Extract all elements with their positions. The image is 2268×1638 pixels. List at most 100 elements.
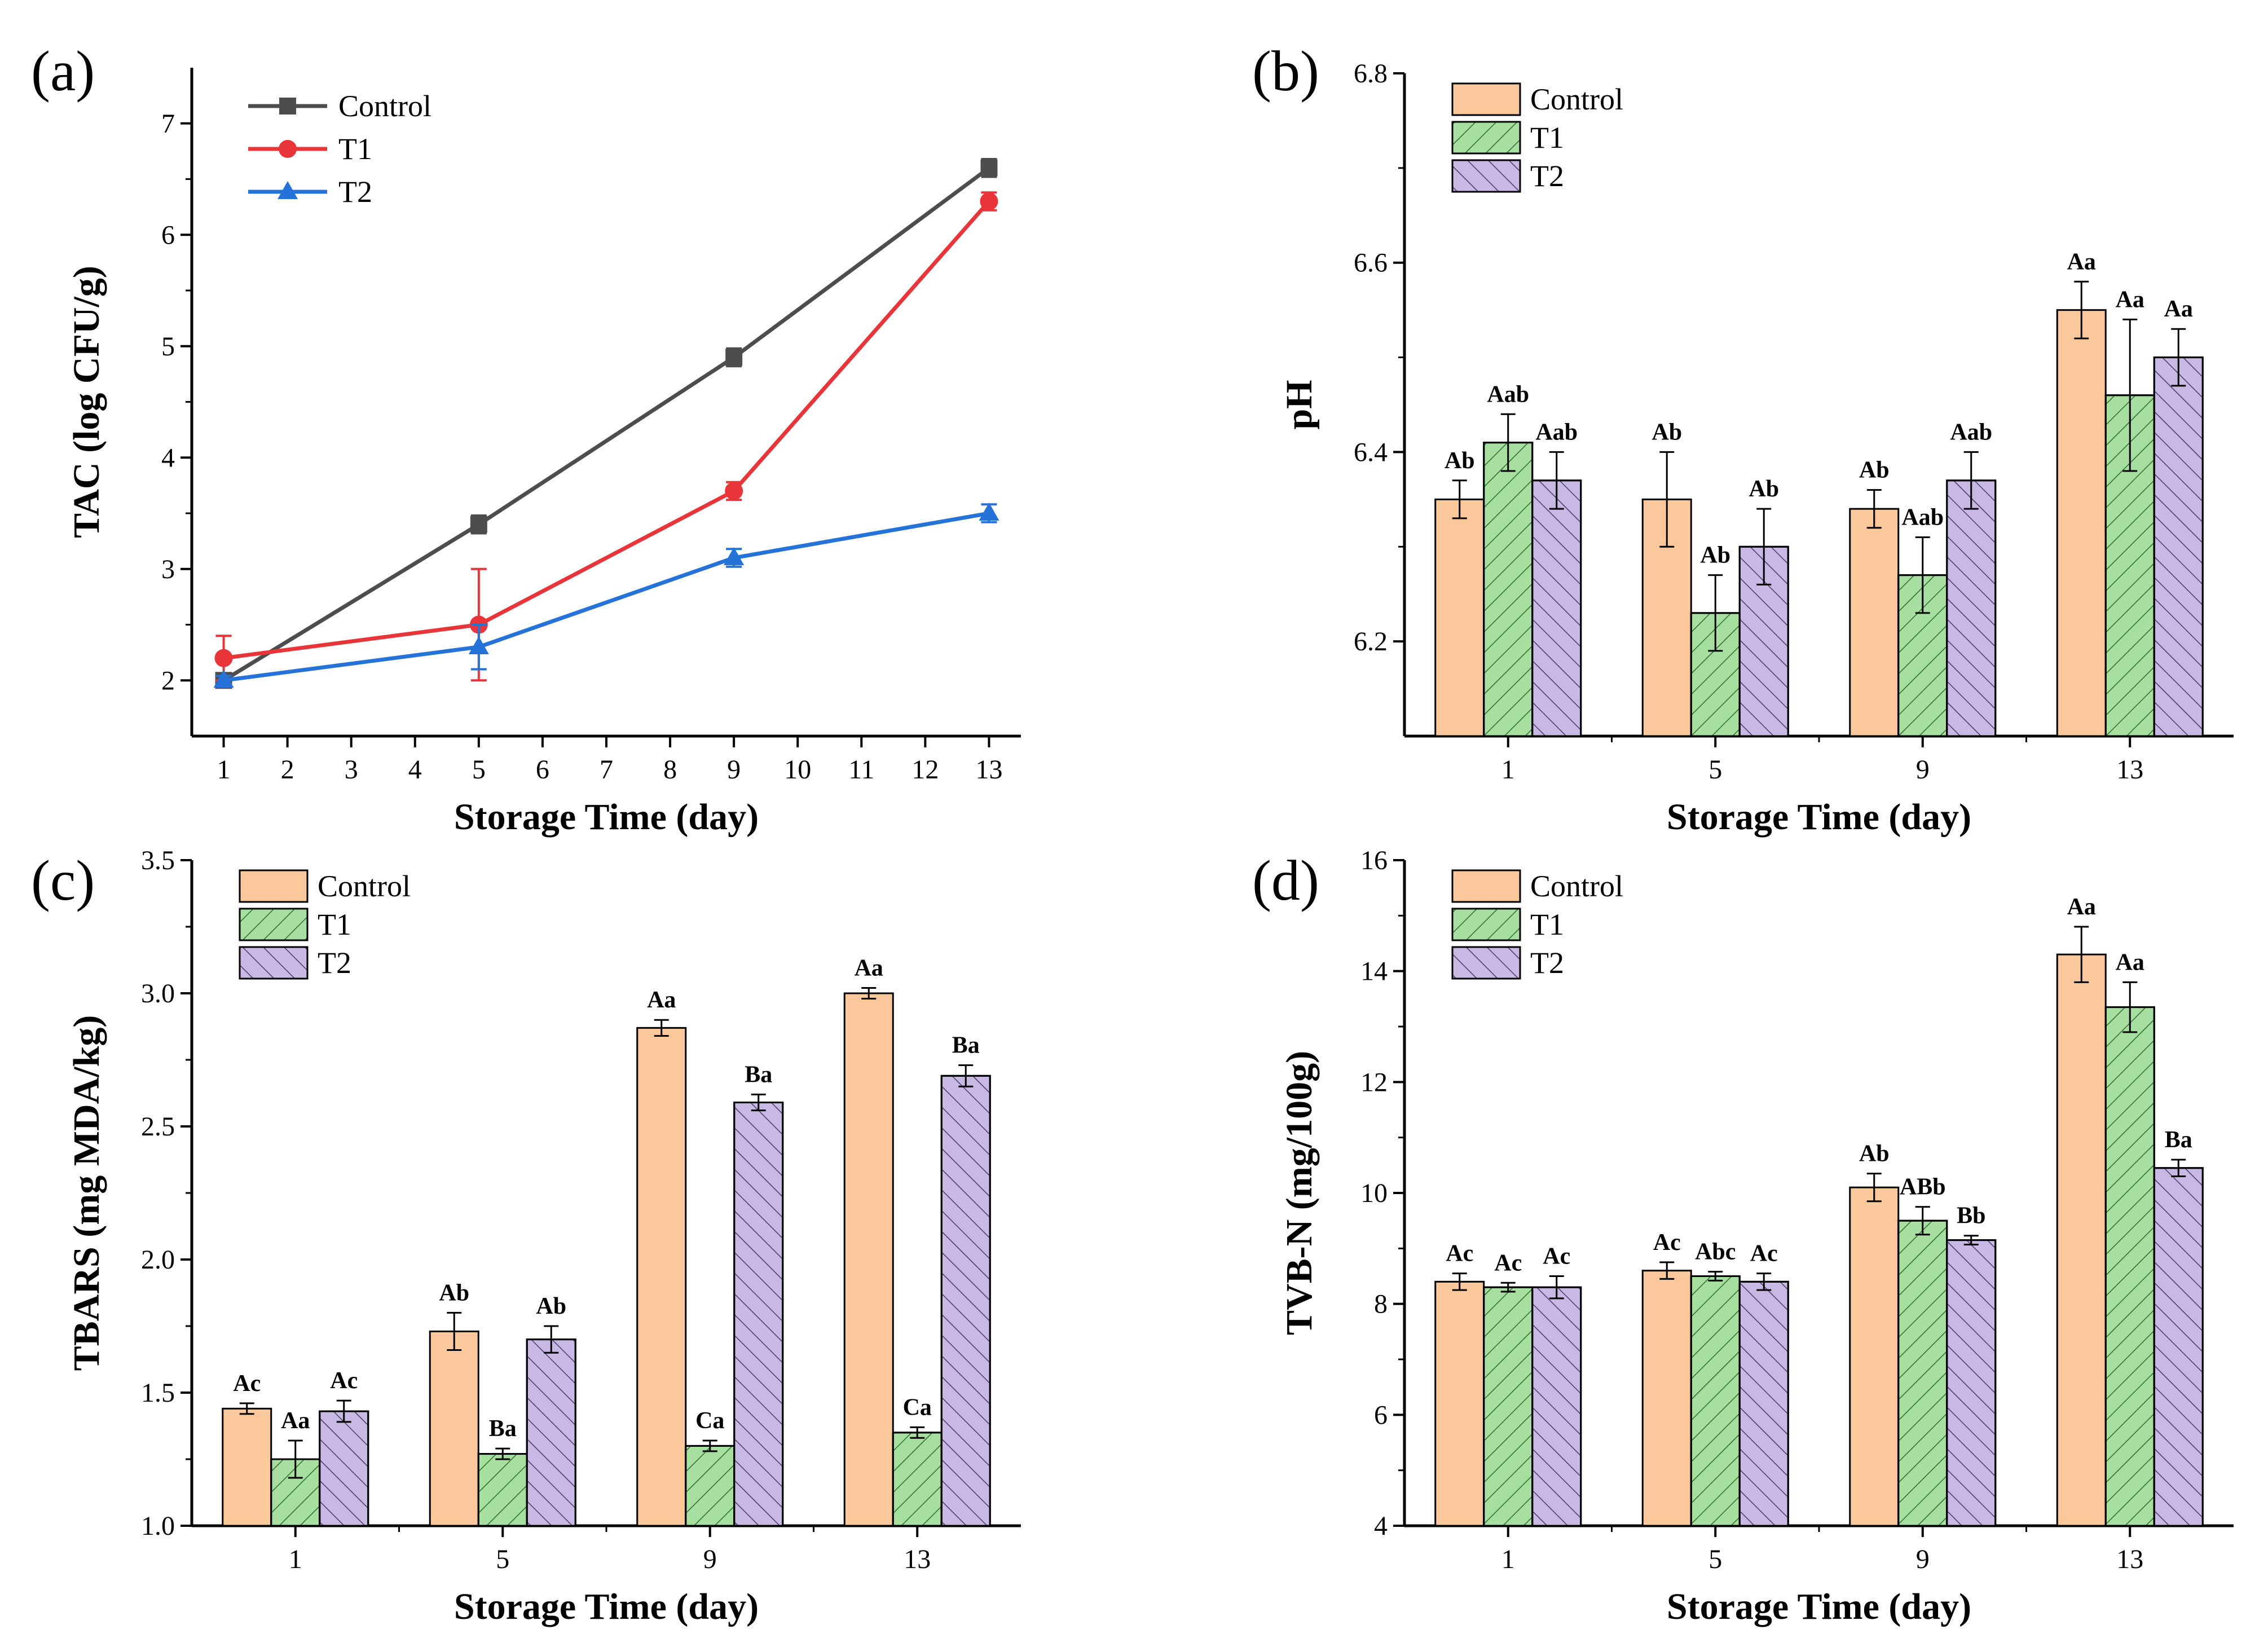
significance-label: Aa [2116, 287, 2144, 312]
bar-hatch [2153, 356, 2204, 737]
legend-marker-control [279, 98, 296, 115]
y-tick-label: 3.0 [141, 979, 175, 1009]
bar-hatch [2104, 1006, 2155, 1527]
legend-marker-t2 [278, 181, 298, 199]
significance-label: Ab [1859, 457, 1890, 483]
legend-swatch-control [1451, 869, 1521, 903]
x-axis-title: Storage Time (day) [1667, 1586, 1971, 1627]
significance-label: Abc [1695, 1239, 1736, 1265]
legend-label-control: Control [1530, 82, 1623, 116]
legend-label-t1: T1 [1530, 908, 1564, 941]
bar [222, 1407, 272, 1527]
data-point [214, 649, 233, 667]
legend-swatch-hatch-t1 [1451, 908, 1521, 941]
x-tick-label: 9 [1916, 755, 1930, 785]
legend-swatch-hatch-t2 [239, 946, 309, 980]
bar-hatch [1483, 442, 1534, 737]
bar-hatch [319, 1410, 369, 1527]
significance-label: Ab [536, 1293, 566, 1319]
y-tick-label: 6.6 [1354, 248, 1388, 278]
bar [636, 1027, 687, 1527]
series-t2: Aab Ab Aab Aa [1531, 296, 2204, 737]
significance-label: Ac [1750, 1241, 1778, 1267]
significance-label: Aab [1487, 381, 1529, 407]
x-tick-label: 13 [2116, 755, 2143, 785]
x-tick-label: 12 [911, 755, 939, 785]
series-t1: Ac Abc ABb Aa [1483, 949, 2155, 1527]
significance-label: Aa [2067, 249, 2096, 275]
data-point [980, 159, 998, 177]
y-tick-label: 16 [1360, 846, 1388, 875]
bar-hatch [2153, 1167, 2204, 1527]
series-t2 [213, 503, 999, 688]
significance-label: Ab [1700, 543, 1730, 569]
x-tick-label: 9 [727, 755, 741, 785]
y-tick-label: 6 [161, 220, 175, 250]
significance-label: Ac [233, 1371, 261, 1397]
bar [1434, 498, 1485, 737]
bar-hatch [1738, 1280, 1789, 1527]
series-t1: Aab Ab Aab Aa [1483, 287, 2155, 737]
bar-hatch [1483, 1286, 1534, 1527]
x-tick-label: 5 [1708, 755, 1722, 785]
significance-label: Ca [695, 1408, 724, 1434]
legend-label-t2: T2 [1530, 946, 1564, 980]
significance-label: Aa [855, 955, 883, 981]
x-tick-label: 5 [1708, 1544, 1722, 1574]
legend: Control T1 T2 [1451, 869, 1623, 980]
series-t1 [214, 191, 998, 682]
bar-hatch [477, 1453, 528, 1527]
y-tick-label: 5 [161, 332, 175, 362]
significance-label: Aa [2116, 949, 2144, 975]
bar-hatch [1531, 479, 1582, 737]
x-tick-label: 6 [536, 755, 549, 785]
panel-label: (a) [31, 39, 95, 103]
significance-label: ABb [1900, 1174, 1946, 1200]
x-tick-label: 11 [848, 755, 874, 785]
bar-hatch [1946, 479, 1997, 737]
legend-label-control: Control [1530, 869, 1623, 903]
series-line-control [222, 166, 990, 682]
significance-label: Ac [1446, 1241, 1473, 1267]
x-tick-label: 13 [904, 1544, 931, 1574]
x-tick-label: 4 [408, 755, 422, 785]
bar-hatch [892, 1432, 943, 1527]
panel-label: (c) [31, 849, 95, 913]
x-tick-label: 3 [345, 755, 358, 785]
y-tick-label: 6 [1374, 1400, 1388, 1430]
data-point [468, 636, 489, 654]
series-t1: Aa Ba Ca Ca [270, 1394, 943, 1527]
bar-hatch [685, 1445, 736, 1527]
panel-label: (d) [1252, 849, 1319, 913]
series-control: Ac Ac Ab Aa [1434, 894, 2107, 1527]
significance-label: Ab [1749, 476, 1779, 502]
bar-hatch [1897, 1219, 1948, 1527]
legend-label-control: Control [318, 869, 411, 903]
x-axis-title: Storage Time (day) [1667, 796, 1971, 838]
significance-label: Aab [1901, 505, 1944, 531]
data-point [980, 192, 998, 210]
panel-a-tac-line-chart: (a) 2 3 4 5 6 7 Storage Time (day) TAC (log CFU/… [31, 39, 1021, 838]
y-axis-title: TBARS (mg MDA/kg) [66, 1015, 107, 1371]
significance-label: Ac [330, 1368, 358, 1394]
x-axis-title: Storage Time (day) [454, 1586, 759, 1627]
y-tick-label: 14 [1360, 957, 1388, 987]
y-axis-title: TAC (log CFU/g) [66, 266, 107, 538]
y-tick-label: 7 [161, 109, 175, 139]
bar [843, 992, 894, 1527]
x-tick-label: 1 [1501, 755, 1515, 785]
significance-label: Ab [1859, 1141, 1890, 1167]
series-t2: Ac Ac Bb Ba [1531, 1127, 2204, 1527]
data-point [470, 516, 487, 533]
y-tick-label: 6.8 [1354, 59, 1388, 89]
data-point [213, 670, 234, 688]
significance-label: Ab [439, 1280, 469, 1306]
bar [1641, 1270, 1692, 1527]
y-tick-label: 4 [161, 443, 175, 473]
significance-label: Ab [1652, 419, 1682, 445]
significance-label: Ab [1445, 448, 1475, 474]
y-tick-label: 8 [1374, 1289, 1388, 1319]
data-point [979, 503, 999, 521]
bar [1849, 508, 1900, 737]
